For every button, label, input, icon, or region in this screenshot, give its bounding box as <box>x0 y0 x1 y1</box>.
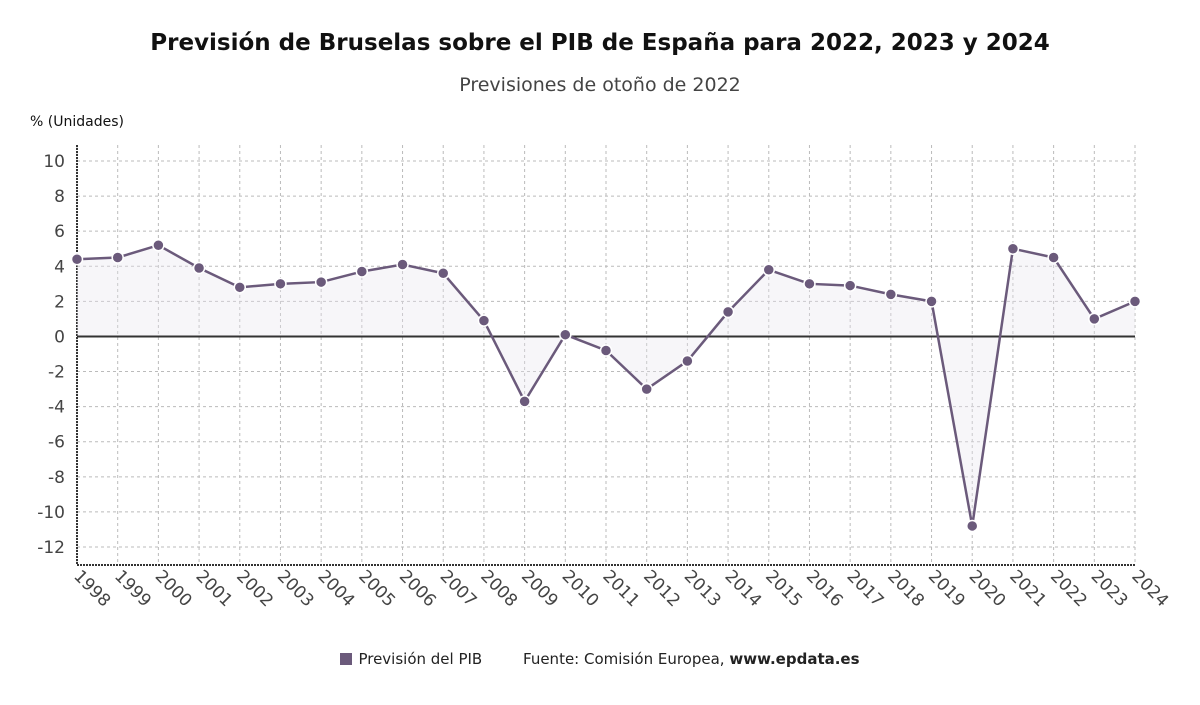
x-tick-label: 2001 <box>192 566 237 611</box>
data-point <box>884 288 898 301</box>
data-point <box>803 277 816 291</box>
data-point <box>762 263 776 277</box>
x-tick-label: 2023 <box>1087 566 1132 611</box>
y-tick-label: 2 <box>54 292 65 312</box>
x-tick-label: 2008 <box>476 566 521 611</box>
data-point <box>1006 242 1020 255</box>
data-point <box>843 279 857 292</box>
x-tick-label: 2014 <box>721 566 766 611</box>
x-tick-label: 2019 <box>924 566 969 611</box>
x-tick-label: 2006 <box>395 566 440 611</box>
data-point <box>111 251 124 264</box>
data-point <box>599 344 613 357</box>
data-point <box>70 253 84 266</box>
data-point <box>274 277 287 291</box>
x-tick-label: 1998 <box>69 566 114 611</box>
y-tick-label: -10 <box>37 503 65 523</box>
y-axis-label: % (Unidades) <box>30 114 124 130</box>
x-tick-label: 2000 <box>151 566 196 611</box>
data-point <box>640 382 653 396</box>
data-point <box>396 258 409 271</box>
data-point <box>192 261 206 275</box>
data-point <box>477 314 491 327</box>
source-label: Fuente: Comisión Europea, <box>523 650 725 668</box>
x-tick-label: 2021 <box>1005 566 1050 611</box>
chart-subtitle: Previsiones de otoño de 2022 <box>459 74 741 96</box>
x-tick-label: 2007 <box>436 566 481 611</box>
data-point <box>233 281 247 294</box>
data-point <box>559 328 572 341</box>
data-point <box>925 295 938 308</box>
data-point <box>152 238 165 252</box>
data-point <box>1047 251 1060 264</box>
x-tick-label: 2003 <box>273 566 318 611</box>
x-tick-label: 2013 <box>680 566 725 611</box>
x-tick-label: 2024 <box>1127 566 1172 611</box>
y-tick-label: -12 <box>37 538 65 558</box>
y-tick-label: 4 <box>54 257 65 277</box>
chart-title: Previsión de Bruselas sobre el PIB de Es… <box>150 30 1050 56</box>
data-point <box>965 519 979 533</box>
source-site: www.epdata.es <box>729 650 860 668</box>
x-tick-label: 2018 <box>883 566 928 611</box>
y-tick-label: 8 <box>54 187 65 207</box>
x-tick-label: 2020 <box>965 566 1010 611</box>
x-tick-label: 2022 <box>1046 566 1091 611</box>
y-tick-label: -2 <box>48 363 65 383</box>
data-point <box>518 395 531 408</box>
y-tick-label: -6 <box>48 433 65 453</box>
x-tick-label: 2010 <box>558 566 603 611</box>
data-point <box>721 305 735 319</box>
x-tick-label: 2009 <box>517 566 562 611</box>
x-tick-label: 2011 <box>598 566 643 611</box>
x-tick-label: 2017 <box>843 566 888 611</box>
legend: Previsión del PIB Fuente: Comisión Europ… <box>0 650 1200 668</box>
legend-label: Previsión del PIB <box>358 650 483 668</box>
y-tick-label: 10 <box>43 152 65 172</box>
area-fill <box>77 245 1135 526</box>
data-point <box>1128 295 1142 308</box>
data-point <box>355 265 369 278</box>
x-tick-label: 1999 <box>110 566 155 611</box>
x-tick-label: 2004 <box>314 566 359 611</box>
data-point <box>436 267 450 280</box>
x-tick-label: 2015 <box>761 566 806 611</box>
data-point <box>681 354 694 368</box>
y-tick-label: 0 <box>54 327 65 347</box>
y-tick-label: -8 <box>48 468 65 488</box>
y-tick-label: -4 <box>48 398 65 418</box>
x-tick-label: 2012 <box>639 566 684 611</box>
data-point <box>314 275 328 289</box>
x-tick-label: 2005 <box>354 566 399 611</box>
legend-swatch <box>340 653 353 665</box>
data-point <box>1088 312 1101 326</box>
y-tick-label: 6 <box>54 222 65 242</box>
x-tick-label: 2016 <box>802 566 847 611</box>
x-tick-label: 2002 <box>232 566 277 611</box>
